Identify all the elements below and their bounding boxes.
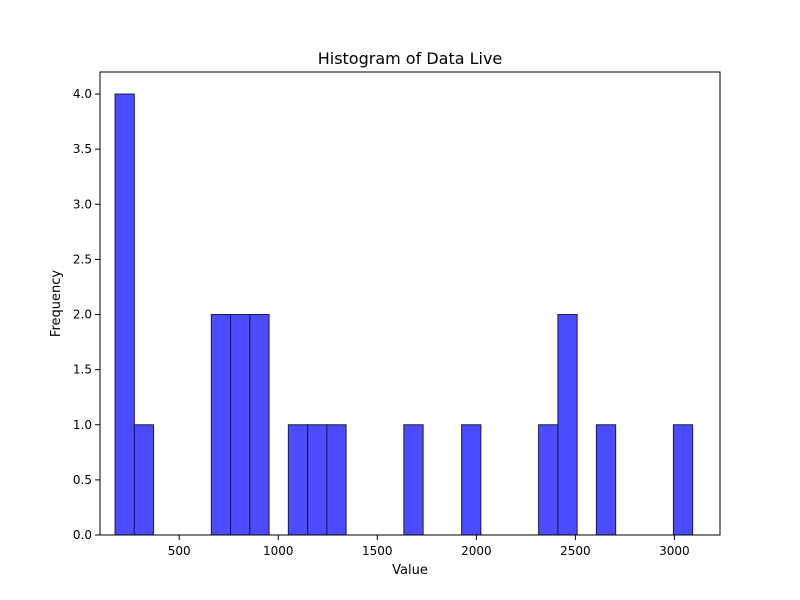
y-tick-label-0: 0.0 xyxy=(73,528,92,542)
x-tick-label-1: 1000 xyxy=(263,544,294,558)
histogram-bar-10 xyxy=(307,424,328,536)
histogram-bar-29 xyxy=(672,424,694,536)
x-axis-label: Value xyxy=(392,563,428,578)
y-axis-label: Frequency xyxy=(49,270,64,337)
plot-frame xyxy=(99,71,721,536)
chart-title: Histogram of Data Live xyxy=(318,49,503,68)
histogram-bar-15 xyxy=(403,424,424,536)
x-tick-label-3: 2000 xyxy=(461,544,492,558)
y-tick-label-3: 1.5 xyxy=(73,363,92,377)
histogram-bar-7 xyxy=(249,314,270,536)
y-tick-label-8: 4.0 xyxy=(73,87,92,101)
histogram-bar-11 xyxy=(326,424,347,536)
histogram-bar-5 xyxy=(210,314,232,536)
x-axis-ticks: 500 1000 1500 2000 2500 3000 xyxy=(168,535,690,558)
histogram-bar-23 xyxy=(557,314,578,536)
histogram-bar-6 xyxy=(230,314,251,536)
y-tick-label-1: 0.5 xyxy=(73,473,92,487)
y-tick-label-2: 1.0 xyxy=(73,418,92,432)
x-tick-label-2: 1500 xyxy=(362,544,393,558)
histogram-bar-0 xyxy=(114,93,135,536)
y-tick-label-5: 2.5 xyxy=(73,252,92,266)
histogram-bar-1 xyxy=(133,424,155,536)
histogram-bar-9 xyxy=(287,424,309,536)
y-tick-label-7: 3.5 xyxy=(73,142,92,156)
x-tick-label-4: 2500 xyxy=(560,544,591,558)
x-tick-label-0: 500 xyxy=(168,544,191,558)
y-tick-label-4: 2.0 xyxy=(73,308,92,322)
bars-group xyxy=(114,93,694,536)
histogram-bar-22 xyxy=(538,424,559,536)
y-axis-ticks: 0.0 0.5 1.0 1.5 2.0 2.5 3.0 3.5 4.0 xyxy=(73,87,100,542)
histogram-bar-25 xyxy=(595,424,617,536)
y-tick-label-6: 3.0 xyxy=(73,197,92,211)
histogram-bar-18 xyxy=(461,424,482,536)
x-tick-label-5: 3000 xyxy=(659,544,690,558)
